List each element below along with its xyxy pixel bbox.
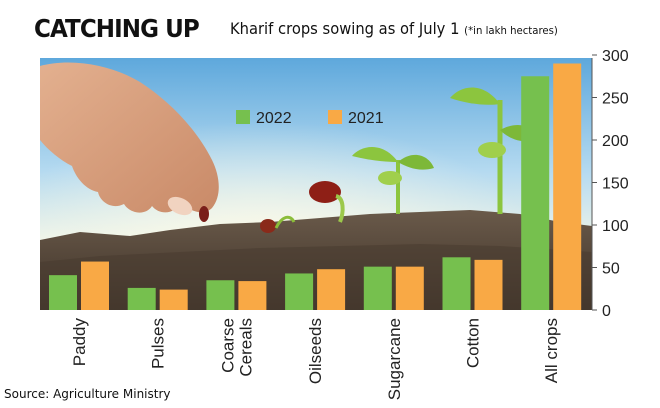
source-note: Source: Agriculture Ministry bbox=[4, 387, 171, 401]
category-label: Sugarcane bbox=[385, 318, 404, 400]
bar-2022-paddy bbox=[49, 275, 77, 310]
title-row: CATCHING UP Kharif crops sowing as of Ju… bbox=[34, 14, 558, 48]
bar-2021-cotton bbox=[474, 259, 503, 310]
y-tick-label: 0 bbox=[602, 303, 611, 320]
y-tick-label: 100 bbox=[602, 218, 629, 235]
background-photo bbox=[40, 58, 592, 310]
bar-2022-sugarcane bbox=[363, 266, 392, 310]
legend-label-2022: 2022 bbox=[256, 110, 292, 127]
headline: CATCHING UP bbox=[34, 14, 200, 43]
category-label: Cereals bbox=[236, 318, 255, 377]
bar-2021-coarse-cereals bbox=[238, 281, 267, 310]
y-axis: 0 50 100 150 200 250 300 bbox=[591, 48, 629, 320]
bar-2022-pulses bbox=[127, 287, 156, 310]
bar-2022-all-crops bbox=[521, 76, 550, 310]
bar-2022-oilseeds bbox=[285, 273, 314, 310]
y-tick-label: 200 bbox=[602, 133, 629, 150]
unit-note: (*in lakh hectares) bbox=[464, 24, 558, 37]
category-label: All crops bbox=[542, 318, 561, 383]
hand-illustration bbox=[40, 62, 219, 222]
bar-2021-sugarcane bbox=[395, 266, 424, 310]
y-tick-label: 300 bbox=[602, 48, 629, 65]
category-label: Coarse bbox=[218, 318, 237, 373]
chart-subtitle: Kharif crops sowing as of July 1 (*in la… bbox=[230, 19, 558, 38]
category-label: Cotton bbox=[464, 318, 483, 368]
category-label: Pulses bbox=[149, 318, 168, 369]
bar-2021-pulses bbox=[159, 289, 188, 310]
bar-2021-all-crops bbox=[553, 63, 582, 310]
bar-2021-paddy bbox=[81, 261, 109, 310]
category-labels: Paddy Pulses Coarse Cereals Oilseeds Sugarcan… bbox=[70, 318, 561, 401]
bars bbox=[49, 63, 582, 310]
bar-2022-cotton bbox=[442, 257, 471, 310]
legend: 2022 2021 bbox=[236, 110, 384, 127]
y-tick-label: 50 bbox=[602, 261, 620, 278]
legend-swatch-2022 bbox=[236, 110, 250, 124]
bar-2021-oilseeds bbox=[317, 269, 346, 310]
bar-2022-coarse-cereals bbox=[206, 280, 235, 310]
category-label: Paddy bbox=[70, 318, 89, 367]
seedling-illustrations bbox=[260, 87, 540, 233]
y-tick-label: 250 bbox=[602, 91, 629, 108]
category-label: Oilseeds bbox=[306, 318, 325, 384]
y-tick-label: 150 bbox=[602, 176, 629, 193]
legend-swatch-2021 bbox=[328, 110, 342, 124]
subtitle-text: Kharif crops sowing as of July 1 bbox=[230, 19, 460, 38]
legend-label-2021: 2021 bbox=[348, 110, 384, 127]
